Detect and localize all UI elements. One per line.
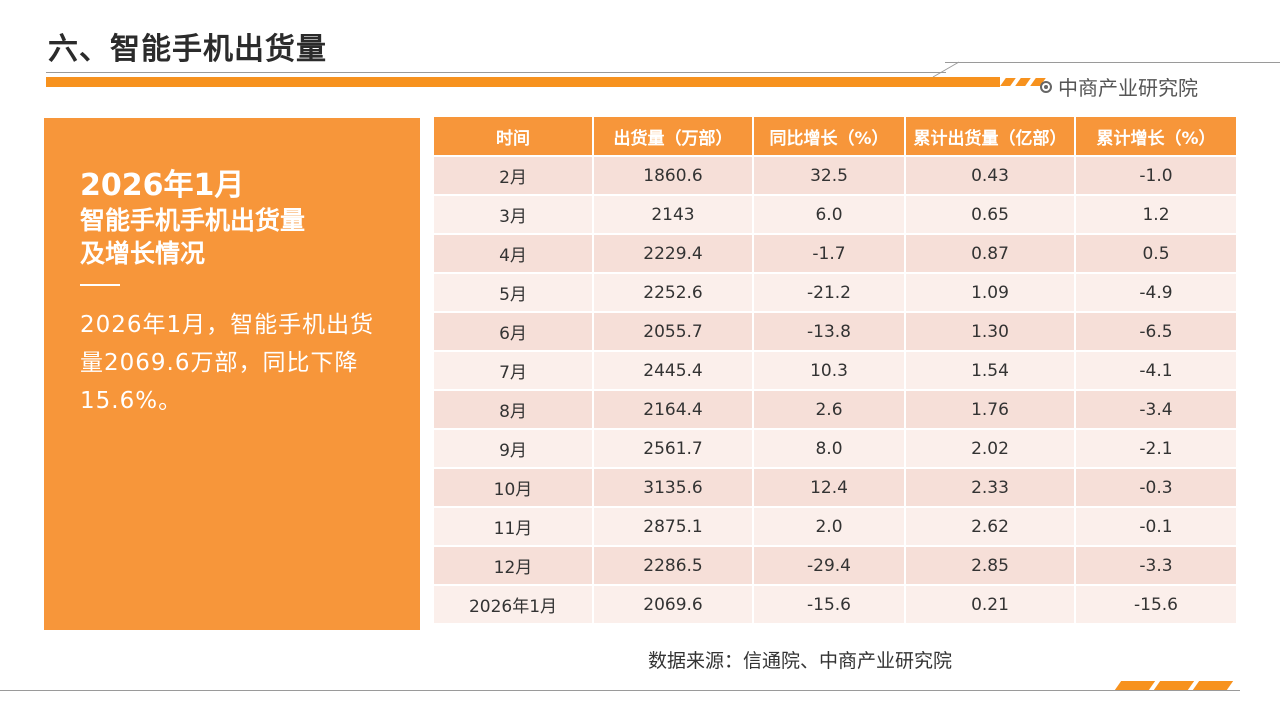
cumulative-shipments-cell: 0.65 xyxy=(906,196,1076,235)
cumulative-growth-cell: -2.1 xyxy=(1076,430,1236,469)
source-note: 数据来源：信通院、中商产业研究院 xyxy=(648,650,953,672)
target-circle-icon xyxy=(1040,80,1052,93)
shipments-cell: 1860.6 xyxy=(594,157,754,196)
cumulative-growth-cell: -3.3 xyxy=(1076,547,1236,586)
shipments-cell: 2164.4 xyxy=(594,391,754,430)
cumulative-shipments-cell: 1.30 xyxy=(906,313,1076,352)
table-row: 6月 2055.7 -13.8 1.30 -6.5 xyxy=(434,313,1236,352)
shipments-cell: 3135.6 xyxy=(594,469,754,508)
yoy-growth-cell: 8.0 xyxy=(754,430,906,469)
table-row: 12月 2286.5 -29.4 2.85 -3.3 xyxy=(434,547,1236,586)
time-cell: 11月 xyxy=(434,508,594,547)
shipments-cell: 2252.6 xyxy=(594,274,754,313)
cumulative-shipments-cell: 0.87 xyxy=(906,235,1076,274)
shipments-cell: 2875.1 xyxy=(594,508,754,547)
footer-stripes xyxy=(1114,681,1234,690)
table-row: 10月 3135.6 12.4 2.33 -0.3 xyxy=(434,469,1236,508)
time-cell: 2月 xyxy=(434,157,594,196)
column-header-yoy-growth: 同比增长（%） xyxy=(754,117,906,157)
yoy-growth-cell: 2.0 xyxy=(754,508,906,547)
cumulative-shipments-cell: 2.85 xyxy=(906,547,1076,586)
cumulative-shipments-cell: 0.43 xyxy=(906,157,1076,196)
time-cell: 7月 xyxy=(434,352,594,391)
yoy-growth-cell: 10.3 xyxy=(754,352,906,391)
cumulative-growth-cell: 0.5 xyxy=(1076,235,1236,274)
summary-subtitle-line2: 及增长情况 xyxy=(80,239,206,268)
shipments-cell: 2055.7 xyxy=(594,313,754,352)
table-row: 11月 2875.1 2.0 2.62 -0.1 xyxy=(434,508,1236,547)
cumulative-growth-cell: -0.3 xyxy=(1076,469,1236,508)
summary-divider xyxy=(80,284,120,286)
summary-heading: 2026年1月 智能手机手机出货量 及增长情况 xyxy=(80,168,305,270)
table-row: 7月 2445.4 10.3 1.54 -4.1 xyxy=(434,352,1236,391)
header-slash-line xyxy=(945,62,1280,63)
cumulative-shipments-cell: 1.09 xyxy=(906,274,1076,313)
shipments-cell: 2229.4 xyxy=(594,235,754,274)
cumulative-shipments-cell: 1.76 xyxy=(906,391,1076,430)
cumulative-growth-cell: -4.9 xyxy=(1076,274,1236,313)
table-row: 2026年1月 2069.6 -15.6 0.21 -15.6 xyxy=(434,586,1236,625)
yoy-growth-cell: 32.5 xyxy=(754,157,906,196)
summary-date: 2026年1月 xyxy=(80,168,245,203)
cumulative-shipments-cell: 0.21 xyxy=(906,586,1076,625)
time-cell: 3月 xyxy=(434,196,594,235)
column-header-shipments: 出货量（万部） xyxy=(594,117,754,157)
brand-name: 中商产业研究院 xyxy=(1058,76,1198,100)
cumulative-growth-cell: -1.0 xyxy=(1076,157,1236,196)
time-cell: 10月 xyxy=(434,469,594,508)
title-accent-bar xyxy=(46,77,1000,87)
column-header-cumulative-shipments: 累计出货量（亿部） xyxy=(906,117,1076,157)
table-row: 8月 2164.4 2.6 1.76 -3.4 xyxy=(434,391,1236,430)
column-header-time: 时间 xyxy=(434,117,594,157)
cumulative-shipments-cell: 1.54 xyxy=(906,352,1076,391)
time-cell: 12月 xyxy=(434,547,594,586)
yoy-growth-cell: -21.2 xyxy=(754,274,906,313)
time-cell: 9月 xyxy=(434,430,594,469)
cumulative-growth-cell: 1.2 xyxy=(1076,196,1236,235)
table-row: 4月 2229.4 -1.7 0.87 0.5 xyxy=(434,235,1236,274)
table-header-row: 时间 出货量（万部） 同比增长（%） 累计出货量（亿部） 累计增长（%） xyxy=(434,117,1236,157)
table-row: 9月 2561.7 8.0 2.02 -2.1 xyxy=(434,430,1236,469)
yoy-growth-cell: -29.4 xyxy=(754,547,906,586)
cumulative-shipments-cell: 2.62 xyxy=(906,508,1076,547)
time-cell: 8月 xyxy=(434,391,594,430)
yoy-growth-cell: 6.0 xyxy=(754,196,906,235)
time-cell: 2026年1月 xyxy=(434,586,594,625)
shipments-cell: 2561.7 xyxy=(594,430,754,469)
cumulative-growth-cell: -4.1 xyxy=(1076,352,1236,391)
time-cell: 4月 xyxy=(434,235,594,274)
cumulative-growth-cell: -3.4 xyxy=(1076,391,1236,430)
table-row: 2月 1860.6 32.5 0.43 -1.0 xyxy=(434,157,1236,196)
yoy-growth-cell: 2.6 xyxy=(754,391,906,430)
shipments-cell: 2143 xyxy=(594,196,754,235)
page-title: 六、智能手机出货量 xyxy=(48,32,327,67)
brand: 中商产业研究院 xyxy=(1040,72,1198,101)
title-divider xyxy=(46,72,946,73)
shipments-cell: 2286.5 xyxy=(594,547,754,586)
summary-subtitle-line1: 智能手机手机出货量 xyxy=(80,206,306,235)
shipments-cell: 2069.6 xyxy=(594,586,754,625)
cumulative-growth-cell: -6.5 xyxy=(1076,313,1236,352)
footer-divider xyxy=(0,690,1240,691)
yoy-growth-cell: 12.4 xyxy=(754,469,906,508)
cumulative-shipments-cell: 2.33 xyxy=(906,469,1076,508)
yoy-growth-cell: -1.7 xyxy=(754,235,906,274)
table-row: 3月 2143 6.0 0.65 1.2 xyxy=(434,196,1236,235)
shipment-table: 时间 出货量（万部） 同比增长（%） 累计出货量（亿部） 累计增长（%） 2月 1… xyxy=(434,117,1236,625)
cumulative-growth-cell: -15.6 xyxy=(1076,586,1236,625)
yoy-growth-cell: -13.8 xyxy=(754,313,906,352)
summary-text: 2026年1月，智能手机出货量2069.6万部，同比下降15.6%。 xyxy=(80,312,375,414)
column-header-cumulative-growth: 累计增长（%） xyxy=(1076,117,1236,157)
summary-panel: 2026年1月 智能手机手机出货量 及增长情况 2026年1月，智能手机出货量2… xyxy=(44,118,420,630)
time-cell: 5月 xyxy=(434,274,594,313)
yoy-growth-cell: -15.6 xyxy=(754,586,906,625)
cumulative-growth-cell: -0.1 xyxy=(1076,508,1236,547)
cumulative-shipments-cell: 2.02 xyxy=(906,430,1076,469)
shipments-cell: 2445.4 xyxy=(594,352,754,391)
table-row: 5月 2252.6 -21.2 1.09 -4.9 xyxy=(434,274,1236,313)
header-stripes xyxy=(1000,78,1046,86)
time-cell: 6月 xyxy=(434,313,594,352)
